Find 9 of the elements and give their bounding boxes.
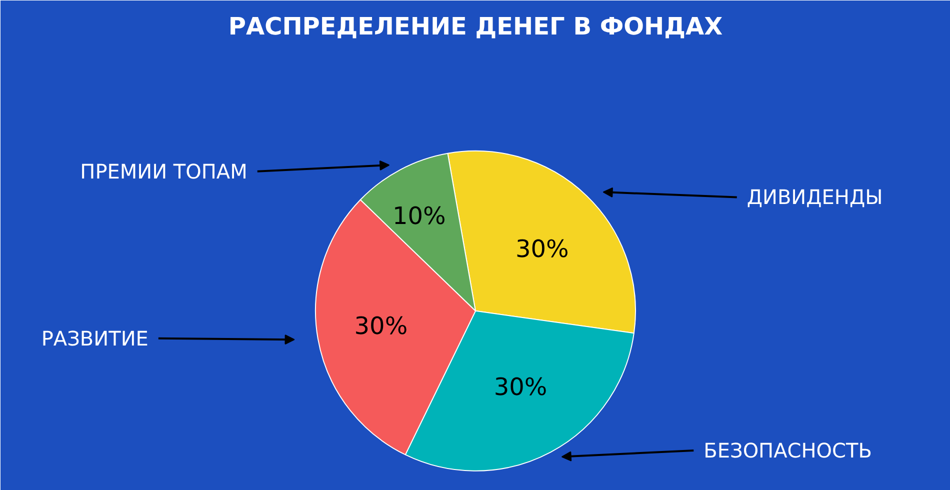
slice-label: ПРЕМИИ ТОПАМ [80,159,248,184]
data-label: 30% [516,234,569,263]
data-label: 10% [392,202,446,230]
slice-label: РАЗВИТИЕ [41,326,148,350]
data-label: 30% [354,312,408,340]
chart-title: РАСПРЕДЕЛЕНИЕ ДЕНЕГ В ФОНДАХ [228,12,724,40]
slice-label: БЕЗОПАСНОСТЬ [704,438,872,462]
data-label: 30% [494,373,548,402]
slice-label: ДИВИДЕНДЫ [746,185,883,210]
